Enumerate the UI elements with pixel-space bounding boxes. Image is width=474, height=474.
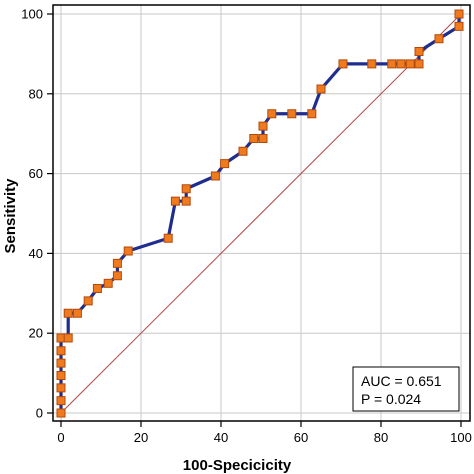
y-tick-label: 60 xyxy=(29,166,43,181)
roc-point xyxy=(170,196,180,206)
roc-point xyxy=(249,133,259,143)
roc-point xyxy=(210,171,220,181)
roc-point xyxy=(56,358,66,368)
roc-point xyxy=(92,284,102,294)
x-tick-label: 100 xyxy=(450,430,472,445)
x-tick-label: 40 xyxy=(214,430,228,445)
y-tick-label: 100 xyxy=(21,7,43,22)
roc-point xyxy=(83,296,93,306)
roc-point xyxy=(72,308,82,318)
roc-point xyxy=(414,47,424,57)
roc-point xyxy=(63,308,73,318)
roc-point xyxy=(56,346,66,356)
y-tick-label: 20 xyxy=(29,326,43,341)
x-tick-label: 20 xyxy=(134,430,148,445)
roc-point xyxy=(267,109,277,119)
roc-point xyxy=(454,9,464,19)
y-tick-label: 0 xyxy=(36,406,43,421)
roc-point xyxy=(163,233,173,243)
axis-ticks xyxy=(47,13,462,427)
roc-point xyxy=(338,59,348,69)
roc-point xyxy=(112,258,122,268)
y-tick-labels: 0 20 40 60 80 100 xyxy=(21,7,43,421)
roc-point xyxy=(63,333,73,343)
x-tick-label: 60 xyxy=(294,430,308,445)
roc-point xyxy=(56,408,66,418)
roc-point xyxy=(181,196,191,206)
p-value-text: P = 0.024 xyxy=(361,391,421,407)
roc-point xyxy=(454,21,464,31)
roc-point xyxy=(316,84,326,94)
grid-lines xyxy=(53,5,470,421)
auc-text: AUC = 0.651 xyxy=(361,373,442,389)
roc-point xyxy=(258,121,268,131)
roc-point xyxy=(258,133,268,143)
auc-annotation-box: AUC = 0.651 P = 0.024 xyxy=(352,366,460,412)
plot-frame xyxy=(52,4,471,422)
reference-diagonal xyxy=(60,13,462,414)
roc-point xyxy=(220,159,230,169)
roc-point xyxy=(181,184,191,194)
y-tick-label: 80 xyxy=(29,86,43,101)
roc-point xyxy=(238,146,248,156)
roc-point xyxy=(387,59,397,69)
roc-point xyxy=(103,278,113,288)
roc-point xyxy=(405,59,415,69)
roc-point xyxy=(307,109,317,119)
x-tick-labels: 0 20 40 60 80 100 xyxy=(57,430,471,445)
roc-point xyxy=(56,370,66,380)
x-tick-label: 80 xyxy=(374,430,388,445)
roc-point xyxy=(287,109,297,119)
roc-point xyxy=(396,59,406,69)
roc-point xyxy=(112,271,122,281)
annotation-frame xyxy=(352,366,460,412)
roc-point xyxy=(414,59,424,69)
x-axis-label: 100-Specicicity xyxy=(183,457,292,474)
roc-point xyxy=(367,59,377,69)
x-tick-label: 0 xyxy=(57,430,64,445)
roc-point xyxy=(56,383,66,393)
roc-point xyxy=(434,34,444,44)
y-tick-label: 40 xyxy=(29,246,43,261)
y-axis-label: Sensitivity xyxy=(2,178,19,254)
roc-markers xyxy=(56,9,464,418)
roc-point xyxy=(56,396,66,406)
roc-point xyxy=(123,246,133,256)
